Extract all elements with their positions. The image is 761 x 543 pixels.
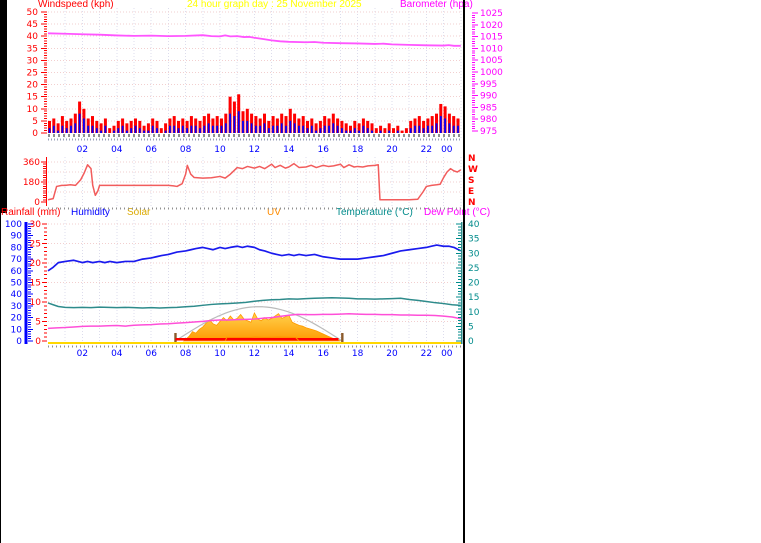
svg-text:25: 25	[468, 264, 479, 274]
svg-text:10: 10	[214, 145, 226, 155]
svg-text:00: 00	[441, 349, 453, 359]
svg-text:35: 35	[27, 44, 38, 54]
svg-text:1020: 1020	[480, 21, 503, 31]
windspeed-barometer-chart: 5045403530252015105010251020101510101005…	[27, 8, 503, 155]
svg-text:N: N	[468, 198, 476, 208]
svg-text:50: 50	[27, 8, 39, 18]
svg-text:16: 16	[317, 349, 329, 359]
temperature-legend-label: Temperature (°C)	[336, 207, 413, 218]
svg-text:15: 15	[30, 279, 41, 289]
svg-text:02: 02	[77, 349, 88, 359]
rainfall-legend-label: Rainfall (mm)	[1, 207, 61, 218]
svg-text:10: 10	[214, 349, 226, 359]
windspeed-axis-title: Windspeed (kph)	[38, 0, 114, 10]
svg-text:20: 20	[386, 145, 398, 155]
svg-text:12: 12	[249, 145, 260, 155]
svg-text:30: 30	[11, 302, 23, 312]
svg-text:80: 80	[11, 243, 23, 253]
svg-text:5: 5	[35, 318, 41, 328]
svg-text:990: 990	[480, 92, 497, 102]
svg-text:35: 35	[468, 235, 479, 245]
svg-text:980: 980	[480, 115, 497, 125]
solar-legend-label: Solar	[127, 207, 151, 218]
svg-text:10: 10	[27, 105, 39, 115]
dewpoint-legend-label: Dew Point (°C)	[424, 207, 491, 218]
svg-text:20: 20	[386, 349, 398, 359]
svg-text:0: 0	[16, 337, 22, 347]
svg-text:985: 985	[480, 103, 497, 113]
svg-text:15: 15	[27, 93, 38, 103]
svg-text:10: 10	[30, 298, 42, 308]
svg-text:70: 70	[11, 255, 23, 265]
svg-text:08: 08	[180, 145, 192, 155]
svg-text:60: 60	[11, 267, 23, 277]
svg-text:1015: 1015	[480, 33, 503, 43]
svg-text:18: 18	[352, 349, 364, 359]
svg-text:E: E	[468, 187, 474, 197]
svg-text:06: 06	[145, 349, 157, 359]
svg-text:995: 995	[480, 80, 497, 90]
svg-text:30: 30	[468, 249, 480, 259]
svg-text:0: 0	[32, 129, 38, 139]
svg-text:180: 180	[23, 178, 40, 188]
svg-text:14: 14	[283, 349, 295, 359]
humidity-legend-label: Humidity	[71, 207, 110, 218]
svg-text:0: 0	[468, 337, 474, 347]
window-divider-line	[463, 0, 465, 543]
svg-text:20: 20	[468, 279, 480, 289]
svg-text:10: 10	[11, 325, 23, 335]
window-left-edge	[0, 0, 1, 543]
svg-text:100: 100	[5, 220, 22, 230]
svg-text:50: 50	[11, 279, 23, 289]
svg-text:40: 40	[468, 220, 480, 230]
humidity-temperature-chart: 1009080706050403020100302520151050403530…	[5, 220, 480, 359]
svg-text:10: 10	[468, 308, 480, 318]
svg-text:1000: 1000	[480, 68, 503, 78]
svg-text:0: 0	[35, 337, 41, 347]
svg-text:14: 14	[283, 145, 295, 155]
svg-text:04: 04	[111, 349, 123, 359]
svg-text:18: 18	[352, 145, 364, 155]
svg-text:1025: 1025	[480, 9, 503, 19]
svg-text:25: 25	[27, 69, 38, 79]
svg-text:16: 16	[317, 145, 329, 155]
svg-text:25: 25	[30, 240, 41, 250]
svg-text:22: 22	[421, 145, 432, 155]
svg-text:15: 15	[468, 293, 479, 303]
svg-text:20: 20	[27, 81, 39, 91]
svg-text:30: 30	[27, 56, 39, 66]
svg-text:40: 40	[11, 290, 23, 300]
svg-text:04: 04	[111, 145, 123, 155]
svg-text:W: W	[468, 165, 478, 175]
svg-text:360: 360	[23, 158, 40, 168]
svg-text:22: 22	[421, 349, 432, 359]
svg-text:00: 00	[441, 145, 453, 155]
graph-title: 24 hour graph day : 25 November 2025	[187, 0, 362, 10]
svg-text:20: 20	[30, 259, 42, 269]
svg-text:06: 06	[145, 145, 157, 155]
svg-text:40: 40	[27, 32, 39, 42]
svg-text:08: 08	[180, 349, 192, 359]
svg-text:1005: 1005	[480, 56, 503, 66]
svg-text:12: 12	[249, 349, 260, 359]
uv-legend-label: UV	[267, 207, 281, 218]
svg-text:0: 0	[34, 198, 40, 208]
svg-text:90: 90	[11, 232, 23, 242]
svg-text:975: 975	[480, 127, 497, 137]
svg-text:45: 45	[27, 20, 38, 30]
svg-text:5: 5	[468, 322, 474, 332]
svg-text:30: 30	[30, 220, 42, 230]
svg-text:N: N	[468, 154, 476, 164]
window-left-border	[0, 0, 7, 213]
svg-text:1010: 1010	[480, 44, 503, 54]
svg-text:20: 20	[11, 314, 23, 324]
svg-text:02: 02	[77, 145, 88, 155]
svg-text:S: S	[468, 176, 474, 186]
barometer-axis-title: Barometer (hpa)	[400, 0, 473, 10]
svg-text:5: 5	[32, 117, 38, 127]
